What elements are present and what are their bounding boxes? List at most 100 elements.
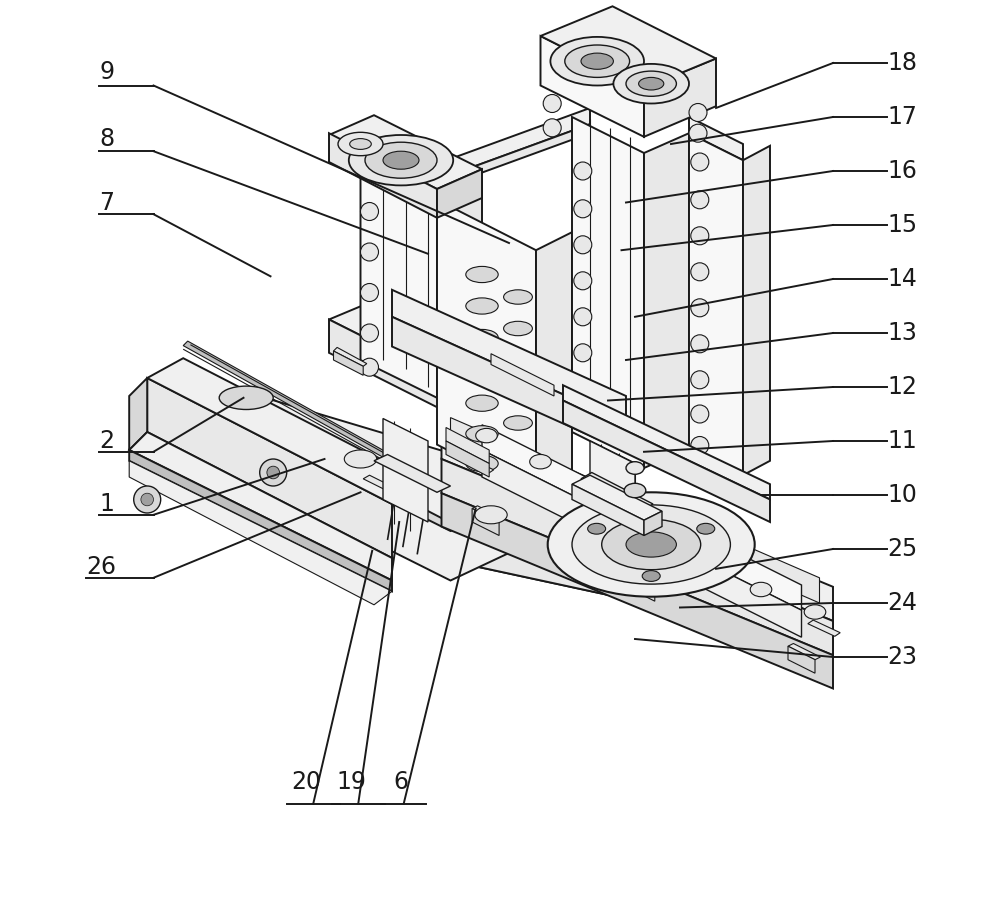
Ellipse shape xyxy=(548,492,755,597)
Ellipse shape xyxy=(691,299,709,317)
Polygon shape xyxy=(442,459,833,655)
Ellipse shape xyxy=(750,582,772,597)
Polygon shape xyxy=(563,400,770,522)
Polygon shape xyxy=(129,378,147,450)
Polygon shape xyxy=(329,133,437,218)
Ellipse shape xyxy=(626,462,644,474)
Text: 19: 19 xyxy=(337,770,366,794)
Polygon shape xyxy=(572,475,662,520)
Ellipse shape xyxy=(550,37,644,86)
Ellipse shape xyxy=(691,153,709,171)
Ellipse shape xyxy=(504,353,532,367)
Polygon shape xyxy=(482,425,802,610)
Ellipse shape xyxy=(574,412,592,430)
Ellipse shape xyxy=(588,523,606,534)
Ellipse shape xyxy=(543,119,561,137)
Ellipse shape xyxy=(689,104,707,122)
Polygon shape xyxy=(788,646,815,673)
Polygon shape xyxy=(446,428,489,464)
Polygon shape xyxy=(172,392,833,657)
Ellipse shape xyxy=(466,395,498,411)
Polygon shape xyxy=(472,508,499,536)
Polygon shape xyxy=(540,36,644,137)
Text: 2: 2 xyxy=(99,429,114,453)
Ellipse shape xyxy=(360,202,378,220)
Polygon shape xyxy=(536,232,572,495)
Polygon shape xyxy=(147,378,392,558)
Polygon shape xyxy=(329,320,460,419)
Ellipse shape xyxy=(581,53,613,69)
Text: 12: 12 xyxy=(887,375,917,399)
Text: 8: 8 xyxy=(99,128,115,151)
Polygon shape xyxy=(808,620,840,636)
Ellipse shape xyxy=(360,243,378,261)
Text: 20: 20 xyxy=(292,770,322,794)
Ellipse shape xyxy=(574,272,592,290)
Polygon shape xyxy=(374,454,450,492)
Polygon shape xyxy=(442,425,833,621)
Ellipse shape xyxy=(365,142,437,178)
Ellipse shape xyxy=(543,94,561,112)
Ellipse shape xyxy=(639,77,664,90)
Ellipse shape xyxy=(466,266,498,283)
Polygon shape xyxy=(472,506,505,522)
Text: 13: 13 xyxy=(887,321,917,345)
Polygon shape xyxy=(581,472,653,510)
Ellipse shape xyxy=(691,436,709,454)
Ellipse shape xyxy=(466,361,498,377)
Ellipse shape xyxy=(466,329,498,346)
Polygon shape xyxy=(590,441,635,547)
Polygon shape xyxy=(644,133,689,468)
Ellipse shape xyxy=(574,344,592,362)
Ellipse shape xyxy=(475,506,507,524)
Ellipse shape xyxy=(574,308,592,326)
Polygon shape xyxy=(437,200,536,495)
Polygon shape xyxy=(458,526,833,644)
Text: 6: 6 xyxy=(394,770,409,794)
Polygon shape xyxy=(540,6,716,88)
Ellipse shape xyxy=(697,523,715,534)
Polygon shape xyxy=(329,299,509,385)
Polygon shape xyxy=(689,117,743,160)
Ellipse shape xyxy=(504,384,532,399)
Polygon shape xyxy=(437,169,482,218)
Ellipse shape xyxy=(624,483,646,498)
Polygon shape xyxy=(169,376,458,562)
Ellipse shape xyxy=(504,416,532,430)
Ellipse shape xyxy=(349,135,453,185)
Ellipse shape xyxy=(466,426,498,442)
Text: 9: 9 xyxy=(99,60,114,84)
Polygon shape xyxy=(491,354,554,396)
Polygon shape xyxy=(169,369,833,644)
Ellipse shape xyxy=(360,284,378,302)
Polygon shape xyxy=(563,385,770,500)
Ellipse shape xyxy=(613,64,689,104)
Polygon shape xyxy=(689,133,743,475)
Ellipse shape xyxy=(574,162,592,180)
Polygon shape xyxy=(437,180,482,398)
Polygon shape xyxy=(129,450,392,591)
Ellipse shape xyxy=(260,459,287,486)
Ellipse shape xyxy=(476,428,497,443)
Ellipse shape xyxy=(219,386,273,410)
Text: 11: 11 xyxy=(887,429,917,453)
Ellipse shape xyxy=(691,335,709,353)
Ellipse shape xyxy=(574,380,592,398)
Ellipse shape xyxy=(574,236,592,254)
Text: 15: 15 xyxy=(887,213,917,237)
Ellipse shape xyxy=(574,200,592,218)
Ellipse shape xyxy=(572,505,730,584)
Ellipse shape xyxy=(267,466,280,479)
Polygon shape xyxy=(437,124,590,189)
Polygon shape xyxy=(460,364,509,418)
Text: 7: 7 xyxy=(99,191,114,214)
Ellipse shape xyxy=(691,371,709,389)
Polygon shape xyxy=(334,351,363,375)
Text: 10: 10 xyxy=(887,483,917,507)
Ellipse shape xyxy=(602,519,701,570)
Text: 17: 17 xyxy=(887,105,917,129)
Ellipse shape xyxy=(691,263,709,281)
Text: 14: 14 xyxy=(887,267,917,291)
Ellipse shape xyxy=(626,532,676,557)
Polygon shape xyxy=(149,369,169,441)
